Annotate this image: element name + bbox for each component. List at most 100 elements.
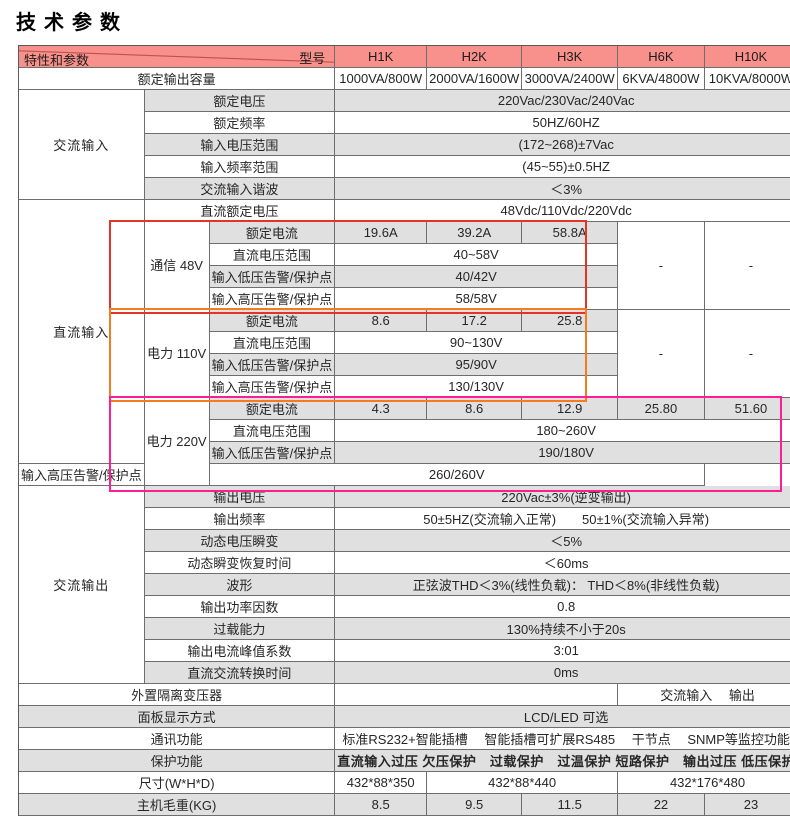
subsection-label-power-110v: 电力 110V (144, 310, 210, 398)
cell-value: 50HZ/60HZ (335, 112, 790, 134)
row-out-transient: 动态电压瞬变 ＜5% (19, 530, 790, 552)
cell-value: (172~268)±7Vac (335, 134, 790, 156)
row-weight: 主机毛重(KG) 8.5 9.5 11.5 22 23 (19, 794, 790, 816)
row-220v-range: 直流电压范围 180~260V (19, 420, 790, 442)
model-header: H2K (427, 46, 523, 68)
param-label: 通讯功能 (19, 728, 336, 750)
row-communication: 通讯功能 标准RS232+智能插槽 智能插槽可扩展RS485 干节点 SNMP等… (19, 728, 790, 750)
row-48v-current: 通信 48V 额定电流 19.6A 39.2A 58.8A - - (19, 222, 790, 310)
row-ac-freq-range: 输入频率范围 (45~55)±0.5HZ (19, 156, 790, 178)
model-header: H10K (704, 46, 790, 68)
cell-value: 12.9 (522, 398, 619, 420)
cell-value: 58.8A (522, 222, 619, 244)
param-label: 额定电流 (209, 222, 336, 244)
cell-value: 23 (704, 794, 790, 816)
cell-value: LCD/LED 可选 (335, 706, 790, 728)
row-ac-rated-freq: 额定频率 50HZ/60HZ (19, 112, 790, 134)
row-out-freq: 输出频率 50±5HZ(交流输入正常) 50±1%(交流输入异常) (19, 508, 790, 530)
cell-value: 40/42V (335, 266, 619, 288)
na-cell: - (618, 222, 705, 310)
param-label: 额定输出容量 (19, 68, 336, 90)
cell-value: (45~55)±0.5HZ (335, 156, 790, 178)
spec-table: 特性和参数 型号 H1K H2K H3K H6K H10K 额定输出容量 100… (18, 45, 790, 816)
cell-value: 432*176*480 (618, 772, 790, 794)
param-label: 输入低压告警/保护点 (209, 442, 336, 464)
row-ac-harmonics: 交流输入谐波 ＜3% (19, 178, 790, 200)
row-display: 面板显示方式 LCD/LED 可选 (19, 706, 790, 728)
row-110v-low: 输入低压告警/保护点 95/90V (19, 354, 790, 376)
empty-cell (335, 684, 619, 706)
param-label: 波形 (144, 574, 336, 596)
row-out-waveform: 波形 正弦波THD＜3%(线性负载)： THD＜8%(非线性负载) (19, 574, 790, 596)
param-label: 输入低压告警/保护点 (209, 354, 336, 376)
cell-value: 58/58V (335, 288, 619, 310)
cell-value: 25.80 (618, 398, 705, 420)
cell-value: 95/90V (335, 354, 619, 376)
cell-value: 25.8 (522, 310, 619, 332)
section-label-ac-output: 交流输出 (19, 486, 145, 684)
cell-value: ＜60ms (335, 552, 790, 574)
param-label: 主机毛重(KG) (19, 794, 336, 816)
diagonal-divider (19, 50, 335, 63)
cell-value: ＜5% (335, 530, 790, 552)
cell-value: 8.5 (335, 794, 428, 816)
model-header: H6K (618, 46, 705, 68)
cell-value: 0.8 (335, 596, 790, 618)
cell-value: 3:01 (335, 640, 790, 662)
cell-value: 48Vdc/110Vdc/220Vdc (335, 200, 790, 222)
na-cell: - (618, 310, 705, 398)
row-capacity: 额定输出容量 1000VA/800W 2000VA/1600W 3000VA/2… (19, 68, 790, 90)
param-label: 额定频率 (144, 112, 336, 134)
corner-cell: 特性和参数 型号 (19, 46, 336, 68)
cell-value: 3000VA/2400W (522, 68, 619, 90)
row-220v-high: 输入高压告警/保护点 260/260V (19, 464, 790, 486)
param-label: 额定电流 (209, 310, 336, 332)
model-header: H1K (335, 46, 428, 68)
row-dimensions: 尺寸(W*H*D) 432*88*350 432*88*440 432*176*… (19, 772, 790, 794)
cell-value: 260/260V (209, 464, 705, 486)
cell-value: 220Vac±3%(逆变输出) (335, 486, 790, 508)
feature-label: 特性和参数 (24, 53, 90, 68)
subsection-label-power-220v: 电力 220V (144, 398, 210, 486)
cell-value: 标准RS232+智能插槽 智能插槽可扩展RS485 干节点 SNMP等监控功能 (335, 728, 790, 750)
na-cell: - (704, 222, 790, 310)
param-label: 动态电压瞬变 (144, 530, 336, 552)
row-protection: 保护功能 直流输入过压 欠压保护 过载保护 过温保护 短路保护 输出过压 低压保… (19, 750, 790, 772)
cell-value: 220Vac/230Vac/240Vac (335, 90, 790, 112)
cell-value: 19.6A (335, 222, 428, 244)
cell-value: 17.2 (427, 310, 523, 332)
param-label: 动态瞬变恢复时间 (144, 552, 336, 574)
cell-value: 130/130V (335, 376, 619, 398)
section-label-dc-input: 直流输入 (19, 200, 145, 464)
cell-value: 正弦波THD＜3%(线性负载)： THD＜8%(非线性负载) (335, 574, 790, 596)
header-row: 特性和参数 型号 H1K H2K H3K H6K H10K (19, 46, 790, 68)
param-label: 交流输入谐波 (144, 178, 336, 200)
cell-value: ＜3% (335, 178, 790, 200)
param-label: 直流额定电压 (144, 200, 336, 222)
param-label: 外置隔离变压器 (19, 684, 336, 706)
row-ac-voltage-range: 输入电压范围 (172~268)±7Vac (19, 134, 790, 156)
param-label: 输入电压范围 (144, 134, 336, 156)
param-label: 输出频率 (144, 508, 336, 530)
subsection-label-comm-48v: 通信 48V (144, 222, 210, 310)
model-header: H3K (522, 46, 619, 68)
row-48v-low: 输入低压告警/保护点 40/42V (19, 266, 790, 288)
row-220v-current: 电力 220V 额定电流 4.3 8.6 12.9 25.80 51.60 (19, 398, 790, 486)
row-ac-rated-voltage: 交流输入 额定电压 220Vac/230Vac/240Vac (19, 90, 790, 200)
row-out-transfer: 直流交流转换时间 0ms (19, 662, 790, 684)
row-out-overload: 过载能力 130%持续不小于20s (19, 618, 790, 640)
cell-value: 90~130V (335, 332, 619, 354)
param-label: 输入低压告警/保护点 (209, 266, 336, 288)
param-label: 直流交流转换时间 (144, 662, 336, 684)
row-110v-current: 电力 110V 额定电流 8.6 17.2 25.8 - - (19, 310, 790, 398)
param-label: 保护功能 (19, 750, 336, 772)
param-label: 直流电压范围 (209, 244, 336, 266)
cell-value: 9.5 (427, 794, 523, 816)
param-label: 输出电压 (144, 486, 336, 508)
param-label: 额定电流 (209, 398, 336, 420)
section-label-ac-input: 交流输入 (19, 90, 145, 200)
row-dc-rated-voltage: 直流输入 直流额定电压 48Vdc/110Vdc/220Vdc (19, 200, 790, 464)
row-out-recovery: 动态瞬变恢复时间 ＜60ms (19, 552, 790, 574)
row-transformer: 外置隔离变压器 交流输入 输出 (19, 684, 790, 706)
